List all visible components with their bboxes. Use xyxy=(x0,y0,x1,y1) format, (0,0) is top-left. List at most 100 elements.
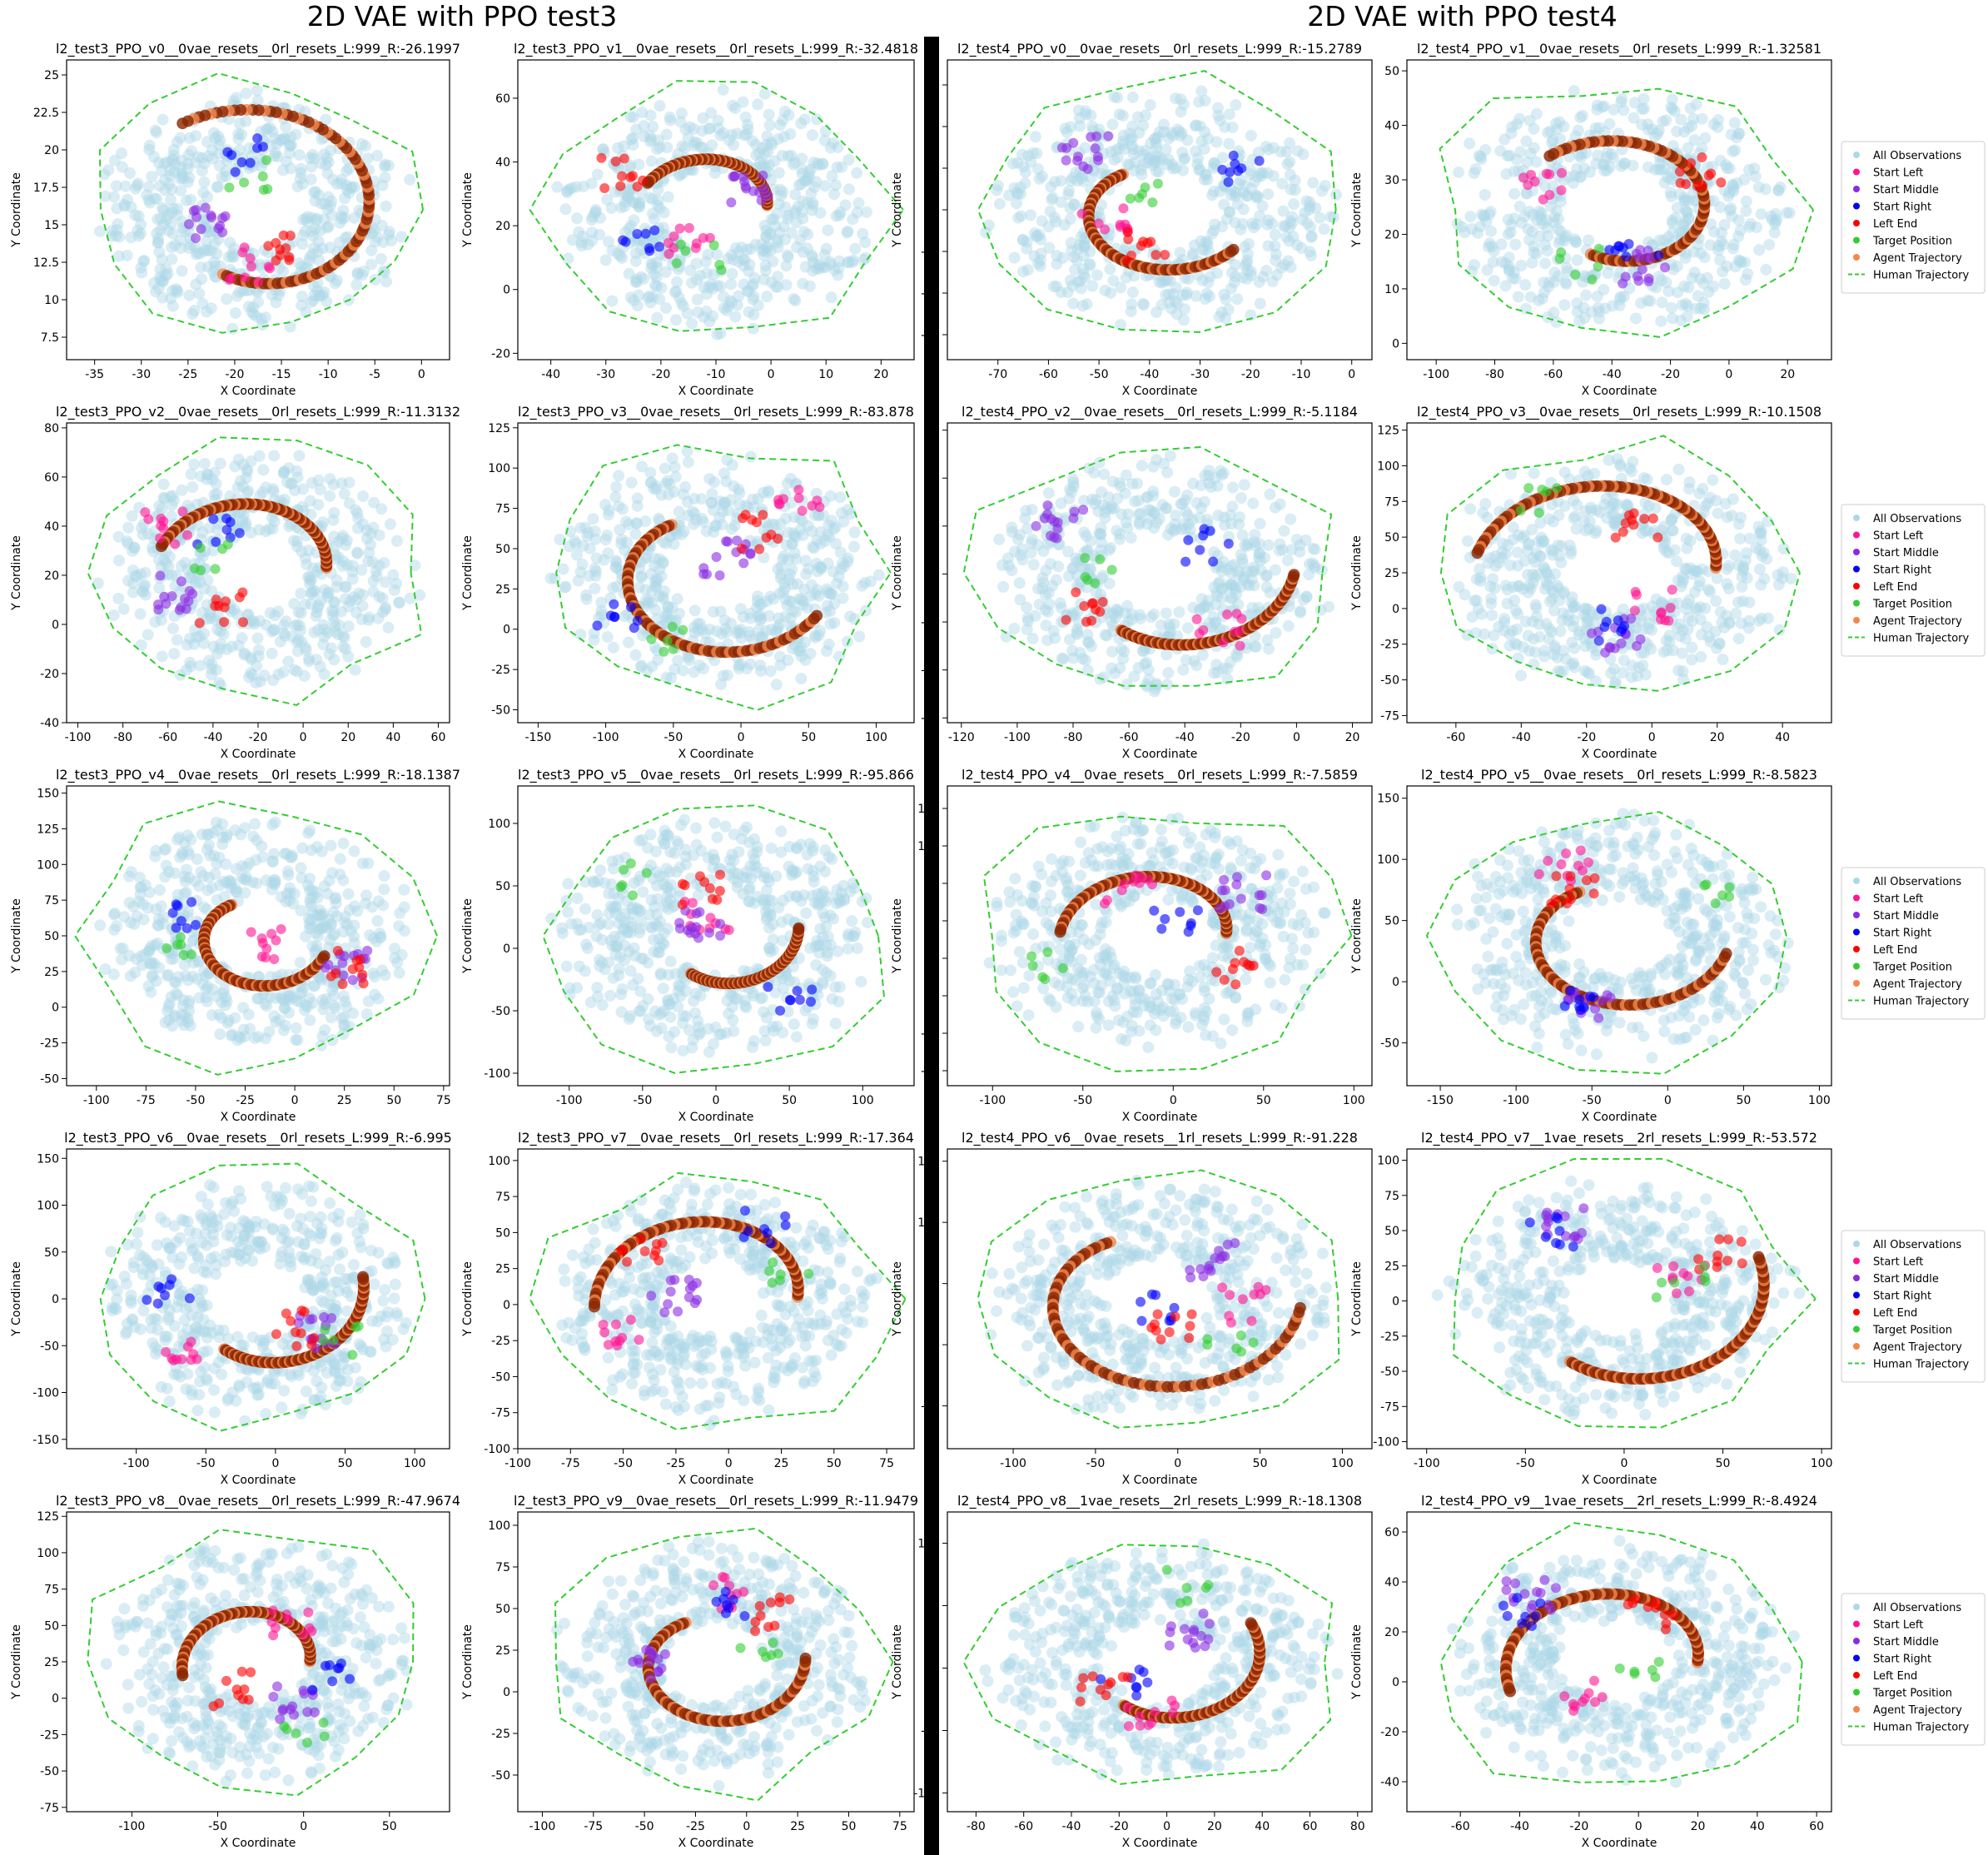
subplot-1: l2_test3_PPO_v0__0vae_resets__0rl_resets… xyxy=(10,41,460,398)
observation-point xyxy=(164,164,176,177)
x-tick-label: -60 xyxy=(1120,731,1139,744)
observation-point xyxy=(272,289,285,301)
observation-point xyxy=(572,574,584,587)
observation-point xyxy=(237,459,250,471)
observation-point xyxy=(360,636,372,649)
x-tick-label: -20 xyxy=(1241,368,1260,381)
start-left-point xyxy=(690,242,701,253)
observation-point xyxy=(823,256,836,268)
observation-point xyxy=(1642,161,1654,173)
observation-point xyxy=(171,136,183,148)
observation-point xyxy=(157,478,170,490)
observation-point xyxy=(1066,473,1079,485)
observation-point xyxy=(1085,109,1097,122)
observation-point xyxy=(156,650,168,663)
observation-point xyxy=(293,148,306,161)
observation-point xyxy=(242,485,255,497)
observation-point xyxy=(1712,121,1724,133)
observation-point xyxy=(859,251,872,264)
observation-point xyxy=(781,599,793,612)
observation-point xyxy=(236,128,248,141)
observation-point xyxy=(1573,316,1586,328)
x-tick-label: -150 xyxy=(524,731,551,744)
start-middle-point xyxy=(1068,513,1079,524)
observation-point xyxy=(125,231,137,244)
observation-point xyxy=(160,269,172,281)
observation-point xyxy=(763,108,775,121)
observation-point xyxy=(853,630,866,643)
target-position-point xyxy=(1554,253,1565,264)
observation-point xyxy=(306,148,319,161)
observation-point xyxy=(1199,470,1211,482)
left-end-point xyxy=(628,171,639,182)
observation-point xyxy=(742,118,754,131)
observation-point xyxy=(215,638,227,650)
left-end-point xyxy=(1095,606,1106,617)
all-observations-cloud xyxy=(993,450,1335,698)
observation-point xyxy=(1698,251,1711,264)
y-tick-label: 20 xyxy=(44,144,59,157)
observation-point xyxy=(181,176,194,188)
start-middle-point xyxy=(1618,278,1628,289)
observation-point xyxy=(1668,105,1681,117)
start-right-point xyxy=(1228,150,1239,161)
observation-point xyxy=(360,140,372,152)
observation-point xyxy=(162,225,175,237)
observation-point xyxy=(1126,132,1139,144)
observation-point xyxy=(165,292,177,305)
observation-point xyxy=(1121,599,1134,612)
observation-point xyxy=(1026,147,1039,159)
observation-point xyxy=(291,665,303,678)
observation-point xyxy=(1065,175,1077,187)
observation-point xyxy=(654,100,666,112)
observation-point xyxy=(1074,646,1086,659)
observation-point xyxy=(152,232,164,245)
observation-point xyxy=(278,493,291,505)
start-middle-point xyxy=(1637,264,1648,275)
y-tick-label: -60 xyxy=(921,712,940,725)
observation-point xyxy=(260,123,272,136)
observation-point xyxy=(1119,487,1131,500)
observation-point xyxy=(1046,191,1059,204)
observation-point xyxy=(284,321,296,333)
observation-point xyxy=(390,535,403,547)
observation-point xyxy=(214,134,226,147)
observation-point xyxy=(688,508,701,520)
observation-point xyxy=(201,136,213,148)
observation-point xyxy=(171,209,184,221)
x-tick-label: -20 xyxy=(249,731,268,744)
observation-point xyxy=(182,241,195,254)
observation-point xyxy=(813,258,826,271)
observation-point xyxy=(735,632,748,644)
observation-point xyxy=(318,668,331,680)
start-left-point xyxy=(246,261,256,272)
observation-point xyxy=(1041,634,1053,647)
observation-point xyxy=(319,198,331,211)
observation-point xyxy=(379,158,391,171)
observation-point xyxy=(686,317,698,330)
start-left-point xyxy=(253,276,264,287)
observation-point xyxy=(339,580,351,593)
observation-point xyxy=(1734,255,1747,267)
observation-point xyxy=(224,236,236,249)
legend-label: Left End xyxy=(1873,218,1917,231)
observation-point xyxy=(148,276,161,289)
observation-point xyxy=(205,245,217,257)
x-axis-label: X Coordinate xyxy=(678,385,754,398)
observation-point xyxy=(796,206,808,218)
observation-point xyxy=(335,173,348,186)
observation-point xyxy=(1509,238,1522,251)
observation-point xyxy=(357,518,370,530)
observation-point xyxy=(1136,159,1149,172)
observation-point xyxy=(266,647,278,659)
observation-point xyxy=(849,242,862,255)
y-tick-label: -20 xyxy=(921,616,940,629)
observation-point xyxy=(1132,662,1145,674)
x-tick-label: 100 xyxy=(865,731,887,744)
main-title-test3: 2D VAE with PPO test3 xyxy=(306,0,618,32)
observation-point xyxy=(1712,240,1725,252)
observation-point xyxy=(1027,559,1040,571)
observation-point xyxy=(815,563,828,575)
x-tick-label: -5 xyxy=(369,368,380,381)
observation-point xyxy=(1019,177,1031,190)
